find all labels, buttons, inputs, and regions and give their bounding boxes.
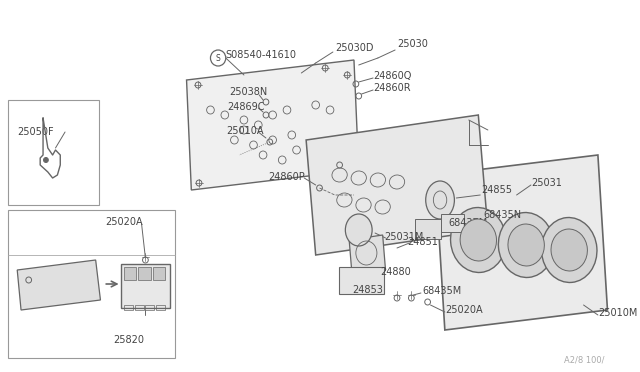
Text: 25820: 25820 [113,335,144,345]
Polygon shape [306,115,488,255]
Text: 25010M: 25010M [598,308,637,318]
Text: 68437M: 68437M [449,218,488,228]
Text: 24853: 24853 [352,285,383,295]
FancyBboxPatch shape [138,266,150,279]
Text: 25031M: 25031M [385,232,424,242]
FancyBboxPatch shape [441,214,464,232]
Ellipse shape [451,208,506,272]
Polygon shape [17,260,100,310]
Text: 25031: 25031 [531,178,562,188]
Text: 24860R: 24860R [373,83,411,93]
Text: 24880: 24880 [381,267,412,277]
FancyBboxPatch shape [339,267,383,294]
Ellipse shape [541,218,597,282]
Text: 25010A: 25010A [227,126,264,136]
Text: 24869C: 24869C [228,102,265,112]
Text: 25020A: 25020A [445,305,483,315]
Ellipse shape [551,229,588,271]
Ellipse shape [426,181,454,219]
Text: A2/8 100/: A2/8 100/ [564,356,605,365]
FancyBboxPatch shape [152,266,165,279]
Circle shape [44,157,48,163]
Text: S: S [216,54,221,62]
Text: 24860Q: 24860Q [373,71,412,81]
FancyBboxPatch shape [120,264,170,308]
Text: 25050F: 25050F [17,127,54,137]
Ellipse shape [499,212,554,278]
Text: 24855: 24855 [481,185,512,195]
Polygon shape [186,60,359,190]
Polygon shape [435,155,607,330]
Text: 68435M: 68435M [423,286,462,296]
Text: 25038N: 25038N [230,87,268,97]
FancyBboxPatch shape [415,219,441,239]
Text: 68435N: 68435N [483,210,521,220]
Text: S08540-41610: S08540-41610 [226,50,297,60]
Text: 25030: 25030 [397,39,428,49]
Text: 25020A: 25020A [105,217,143,227]
Ellipse shape [508,224,545,266]
Ellipse shape [346,214,372,246]
Text: 25030D: 25030D [335,43,373,53]
FancyBboxPatch shape [124,266,136,279]
Polygon shape [349,235,385,275]
Ellipse shape [460,219,497,261]
Text: 24851: 24851 [408,237,438,247]
Text: 24860P: 24860P [268,172,305,182]
